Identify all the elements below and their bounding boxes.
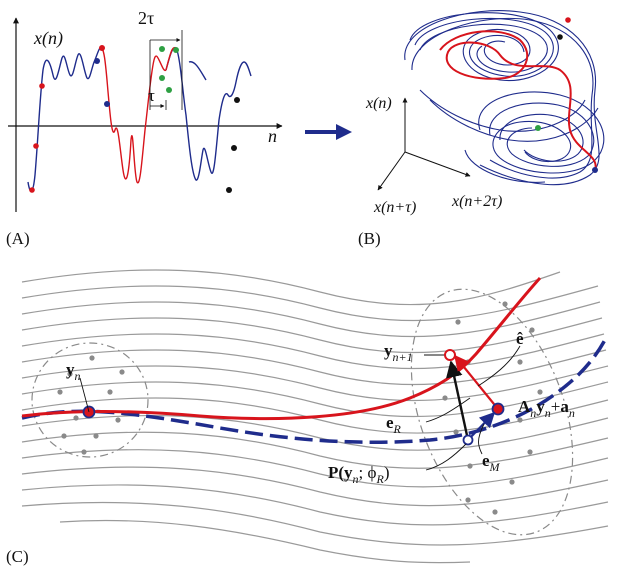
panel-b-axis-y — [377, 151, 406, 191]
panel-c-label: (C) — [6, 547, 29, 566]
e-hat-black-arrow — [446, 360, 470, 441]
panel-b-axis-z-label: x(n) — [365, 95, 392, 112]
attractor-dot — [565, 17, 571, 23]
panel-b-axis-x — [404, 151, 471, 177]
signal-blue-segment-1 — [27, 46, 103, 192]
panel-a-time-series: x(n) n 2τ τ (A) — [6, 8, 283, 248]
sample-dot — [231, 145, 237, 151]
attractor-dot — [535, 125, 541, 131]
point-projection-P — [462, 434, 474, 446]
model-trajectory-dashed — [21, 335, 609, 444]
attractor-dot — [592, 167, 598, 173]
neighborhood-ellipse-right — [410, 288, 574, 536]
attractor-red-trajectory — [439, 30, 597, 171]
panel-a-x-axis-label: n — [268, 126, 277, 146]
sample-dot — [226, 187, 232, 193]
panel-a-y-axis-label: x(n) — [33, 28, 63, 49]
label-projection-P: P(yn; ϕR) — [328, 463, 389, 486]
neighbor-dots — [57, 301, 543, 515]
point-model-prediction — [491, 402, 505, 416]
sample-dot — [159, 75, 165, 81]
label-e-R: eR — [386, 413, 402, 436]
label-e-hat: ê — [516, 329, 524, 348]
e-R-red-arrow — [454, 354, 499, 410]
true-trajectory-red — [21, 276, 542, 421]
neighborhood-ellipse-left — [31, 342, 149, 458]
point-y-n-plus-1 — [444, 349, 456, 361]
label-y-n-plus-1: yn+1 — [384, 341, 413, 364]
panel-c-flow-field: yn yn+1 ê Anyn+an eR eM P(yn; ϕR) (C) — [6, 269, 609, 566]
panel-b-label: (B) — [358, 229, 381, 248]
label-e-M: eM — [482, 451, 501, 474]
panel-b-attractor: x(n) x(n+τ) x(n+2τ) (B) — [358, 10, 605, 248]
attractor-blue-loops — [404, 10, 605, 186]
panel-b-axis-x-label: x(n+2τ) — [451, 193, 502, 210]
gray-flow-lines — [21, 269, 609, 564]
sample-dot — [33, 143, 39, 149]
sample-dot — [29, 187, 35, 193]
embedding-arrow — [305, 124, 352, 140]
sample-dot — [104, 101, 110, 107]
panel-b-axis-y-label: x(n+τ) — [373, 199, 416, 216]
signal-blue-segment-2 — [165, 46, 252, 181]
sample-dot — [234, 97, 240, 103]
label-model-map: Anyn+an — [518, 397, 575, 420]
label-y-n: yn — [66, 360, 81, 383]
delay-tau-label: τ — [148, 86, 155, 105]
signal-red-segment-1 — [101, 47, 167, 184]
attractor-dot — [557, 34, 563, 40]
delay-2tau-label: 2τ — [138, 8, 154, 28]
sample-dot — [166, 87, 172, 93]
sample-dot — [173, 47, 179, 53]
panel-a-label: (A) — [6, 229, 30, 248]
leader-lines — [79, 345, 521, 471]
sample-dot — [39, 83, 45, 89]
sample-dot — [99, 45, 105, 51]
sample-dot — [94, 58, 100, 64]
signal-blue-segment-3 — [188, 61, 207, 81]
e-M-blue-arrow — [467, 411, 496, 441]
sample-dot — [159, 46, 165, 52]
